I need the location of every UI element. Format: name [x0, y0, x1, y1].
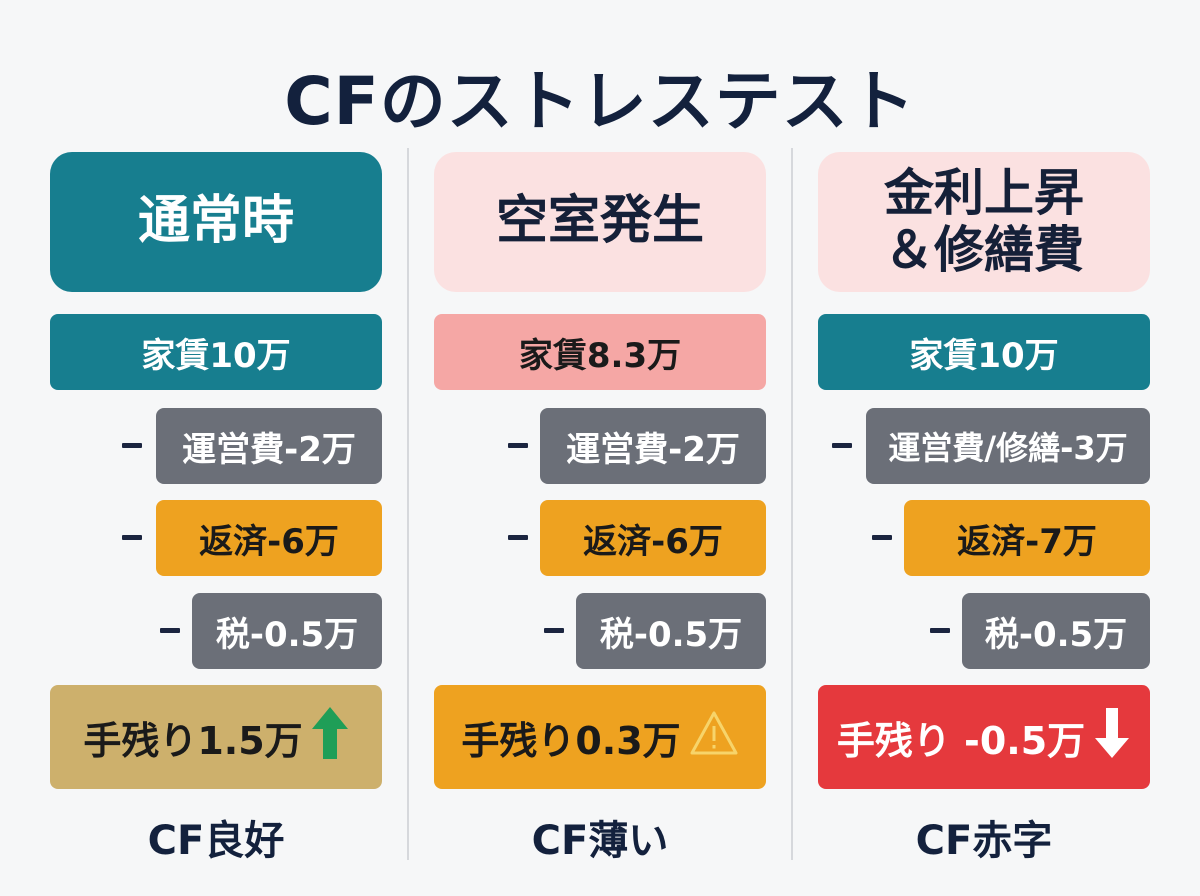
cost-row: 運営費-2万: [50, 408, 382, 484]
scenario-normal-column: 通常時 家賃10万 運営費-2万 返済-6万 税-0.5万 手残り1.5万 CF…: [50, 0, 382, 896]
verdict-label: CF良好: [147, 818, 285, 864]
minus-icon: [122, 443, 142, 448]
tax-box: 税-0.5万: [192, 593, 382, 669]
scenario-header: 空室発生: [434, 152, 766, 292]
tax-box: 税-0.5万: [962, 593, 1150, 669]
verdict-label: CF赤字: [915, 818, 1053, 864]
minus-icon: [544, 628, 564, 633]
verdict-label: CF薄い: [531, 818, 669, 864]
tax-row: 税-0.5万: [818, 593, 1150, 669]
rent-box: 家賃8.3万: [434, 314, 766, 390]
minus-icon: [160, 628, 180, 633]
net-result-label: 手残り -0.5万: [836, 718, 1086, 763]
rent-box: 家賃10万: [50, 314, 382, 390]
net-result-box: 手残り -0.5万: [818, 685, 1150, 789]
minus-icon: [832, 443, 852, 448]
scenario-header-line1: 金利上昇: [884, 163, 1084, 222]
down-arrow-icon: [1093, 706, 1131, 769]
operating-repair-cost-box: 運営費/修繕-3万: [866, 408, 1150, 484]
minus-icon: [508, 443, 528, 448]
net-result-box: 手残り1.5万: [50, 685, 382, 789]
warning-icon: [689, 710, 739, 765]
repayment-box: 返済-6万: [540, 500, 766, 576]
net-result-box: 手残り0.3万: [434, 685, 766, 789]
page-title: CFのストレステスト: [284, 63, 916, 140]
minus-icon: [872, 535, 892, 540]
repayment-box: 返済-7万: [904, 500, 1150, 576]
net-result-label: 手残り1.5万: [83, 718, 303, 763]
minus-icon: [508, 535, 528, 540]
scenario-header: 通常時: [50, 152, 382, 292]
tax-row: 税-0.5万: [434, 593, 766, 669]
repayment-box: 返済-6万: [156, 500, 382, 576]
column-divider: [791, 148, 793, 860]
scenario-header: 金利上昇 ＆修繕費: [818, 152, 1150, 292]
tax-box: 税-0.5万: [576, 593, 766, 669]
operating-cost-box: 運営費-2万: [540, 408, 766, 484]
repay-row: 返済-6万: [434, 500, 766, 576]
scenario-rate-hike-column: 金利上昇 ＆修繕費 家賃10万 運営費/修繕-3万 返済-7万 税-0.5万 手…: [818, 0, 1150, 896]
repay-row: 返済-7万: [818, 500, 1150, 576]
operating-cost-box: 運営費-2万: [156, 408, 382, 484]
rent-box: 家賃10万: [818, 314, 1150, 390]
scenario-header-line2: ＆修繕費: [884, 221, 1084, 279]
net-result-label: 手残り0.3万: [461, 718, 681, 763]
cost-row: 運営費/修繕-3万: [818, 408, 1150, 484]
cost-row: 運営費-2万: [434, 408, 766, 484]
up-arrow-icon: [311, 705, 349, 770]
scenario-vacancy-column: 空室発生 家賃8.3万 運営費-2万 返済-6万 税-0.5万 手残り0.3万 …: [434, 0, 766, 896]
minus-icon: [930, 628, 950, 633]
tax-row: 税-0.5万: [50, 593, 382, 669]
repay-row: 返済-6万: [50, 500, 382, 576]
minus-icon: [122, 535, 142, 540]
column-divider: [407, 148, 409, 860]
